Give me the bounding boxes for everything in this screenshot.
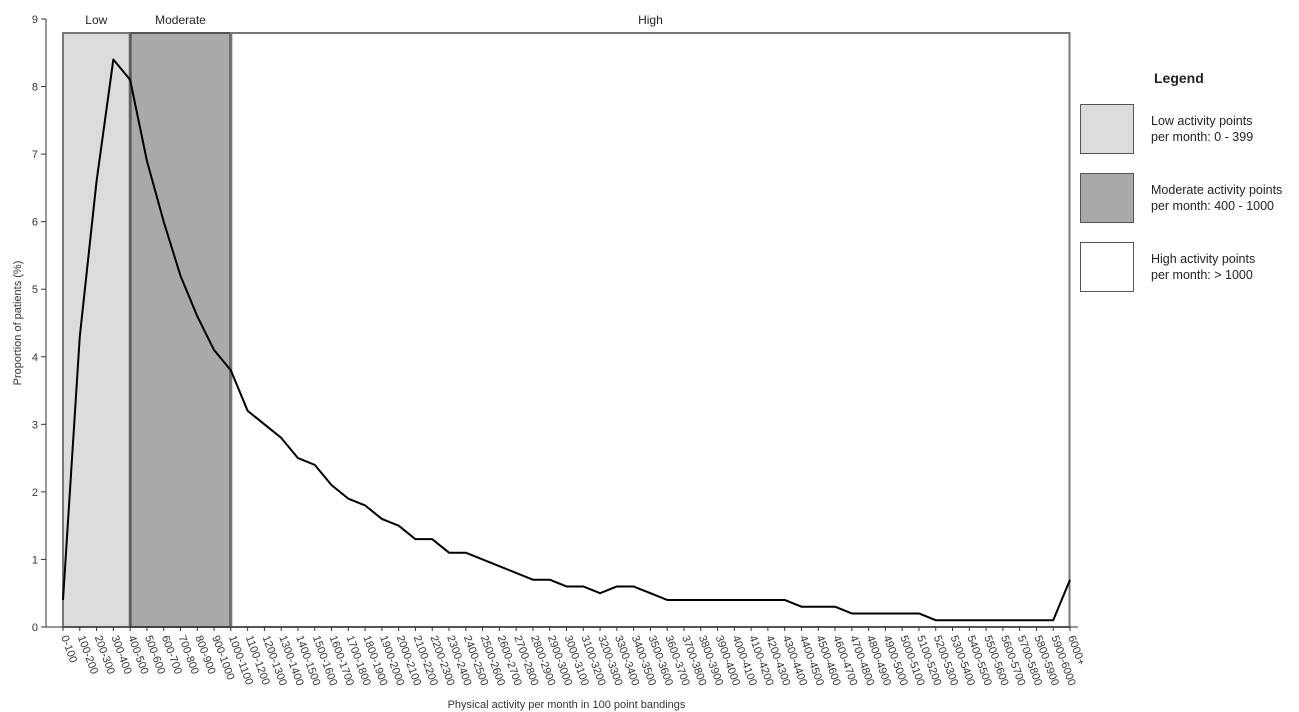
- series-line: [62, 58, 1071, 622]
- data-point: [952, 619, 954, 621]
- band-label: Low: [85, 13, 107, 27]
- data-point: [1052, 619, 1054, 621]
- band-moderate: [129, 32, 232, 628]
- data-point: [1069, 579, 1071, 581]
- legend-item-moderate: Moderate activity points per month: 400 …: [1080, 173, 1295, 223]
- data-point: [683, 599, 685, 601]
- data-point: [79, 336, 81, 338]
- data-point: [414, 538, 416, 540]
- legend-text-high: High activity points per month: > 1000: [1151, 251, 1255, 283]
- data-point: [532, 579, 534, 581]
- data-point: [767, 599, 769, 601]
- legend-title: Legend: [1154, 70, 1204, 86]
- data-point: [431, 538, 433, 540]
- data-point: [482, 558, 484, 560]
- data-point: [498, 565, 500, 567]
- data-point: [985, 619, 987, 621]
- data-point: [968, 619, 970, 621]
- data-point: [901, 612, 903, 614]
- y-tick-label: 6: [32, 217, 38, 229]
- data-point: [381, 518, 383, 520]
- data-point: [213, 349, 215, 351]
- data-point: [800, 606, 802, 608]
- legend-swatch-moderate: [1080, 173, 1134, 223]
- data-point: [364, 504, 366, 506]
- legend-label-line1: Moderate activity points: [1151, 183, 1283, 197]
- data-point: [230, 369, 232, 371]
- data-point: [1035, 619, 1037, 621]
- data-point: [280, 437, 282, 439]
- data-point: [599, 592, 601, 594]
- data-point: [196, 315, 198, 317]
- data-point: [935, 619, 937, 621]
- y-tick-label: 8: [32, 82, 38, 94]
- data-point: [515, 572, 517, 574]
- data-point: [649, 592, 651, 594]
- y-tick-label: 4: [32, 352, 38, 364]
- data-point: [163, 221, 165, 223]
- data-point: [347, 498, 349, 500]
- data-point: [62, 599, 64, 601]
- data-point: [112, 59, 114, 61]
- data-point: [297, 457, 299, 459]
- band-low: [62, 32, 131, 628]
- band-high: [230, 32, 1071, 628]
- band-label: Moderate: [155, 13, 206, 27]
- data-point: [851, 612, 853, 614]
- data-point: [331, 484, 333, 486]
- x-axis-title: Physical activity per month in 100 point…: [448, 699, 686, 711]
- legend-text-moderate: Moderate activity points per month: 400 …: [1151, 182, 1282, 214]
- data-point: [129, 79, 131, 81]
- y-tick-label: 9: [32, 14, 38, 26]
- data-point: [733, 599, 735, 601]
- legend-item-low: Low activity points per month: 0 - 399: [1080, 104, 1295, 154]
- y-axis-title: Proportion of patients (%): [12, 261, 24, 386]
- legend-label-line1: High activity points: [1151, 252, 1256, 266]
- data-point: [582, 585, 584, 587]
- y-tick-label: 3: [32, 419, 38, 431]
- legend-label-line2: per month: 400 - 1000: [1151, 199, 1274, 213]
- data-point: [465, 552, 467, 554]
- data-point: [700, 599, 702, 601]
- y-tick-label: 7: [32, 149, 38, 161]
- data-point: [549, 579, 551, 581]
- legend-text-low: Low activity points per month: 0 - 399: [1151, 113, 1253, 145]
- y-tick-label: 1: [32, 554, 38, 566]
- data-point: [566, 585, 568, 587]
- data-point: [817, 606, 819, 608]
- legend-swatch-low: [1080, 104, 1134, 154]
- data-point: [918, 612, 920, 614]
- band-label: High: [638, 13, 663, 27]
- y-tick-label: 2: [32, 487, 38, 499]
- legend-label-line1: Low activity points: [1151, 114, 1253, 128]
- data-point: [1019, 619, 1021, 621]
- data-point: [247, 410, 249, 412]
- legend: Legend Low activity points per month: 0 …: [1080, 70, 1295, 311]
- data-point: [717, 599, 719, 601]
- legend-label-line2: per month: 0 - 399: [1151, 130, 1254, 144]
- legend-swatch-high: [1080, 242, 1134, 292]
- y-tick-label: 5: [32, 284, 38, 296]
- data-point: [834, 606, 836, 608]
- data-point: [448, 552, 450, 554]
- data-point: [263, 423, 265, 425]
- data-point: [750, 599, 752, 601]
- data-point: [179, 275, 181, 277]
- legend-label-line2: per month: > 1000: [1151, 268, 1253, 282]
- data-point: [146, 160, 148, 162]
- data-point: [314, 464, 316, 466]
- data-point: [633, 585, 635, 587]
- data-point: [666, 599, 668, 601]
- data-point: [398, 525, 400, 527]
- legend-item-high: High activity points per month: > 1000: [1080, 242, 1295, 292]
- data-point: [884, 612, 886, 614]
- data-point: [784, 599, 786, 601]
- data-point: [868, 612, 870, 614]
- data-point: [1002, 619, 1004, 621]
- data-point: [616, 585, 618, 587]
- data-point: [96, 180, 98, 182]
- y-tick-label: 0: [32, 622, 38, 634]
